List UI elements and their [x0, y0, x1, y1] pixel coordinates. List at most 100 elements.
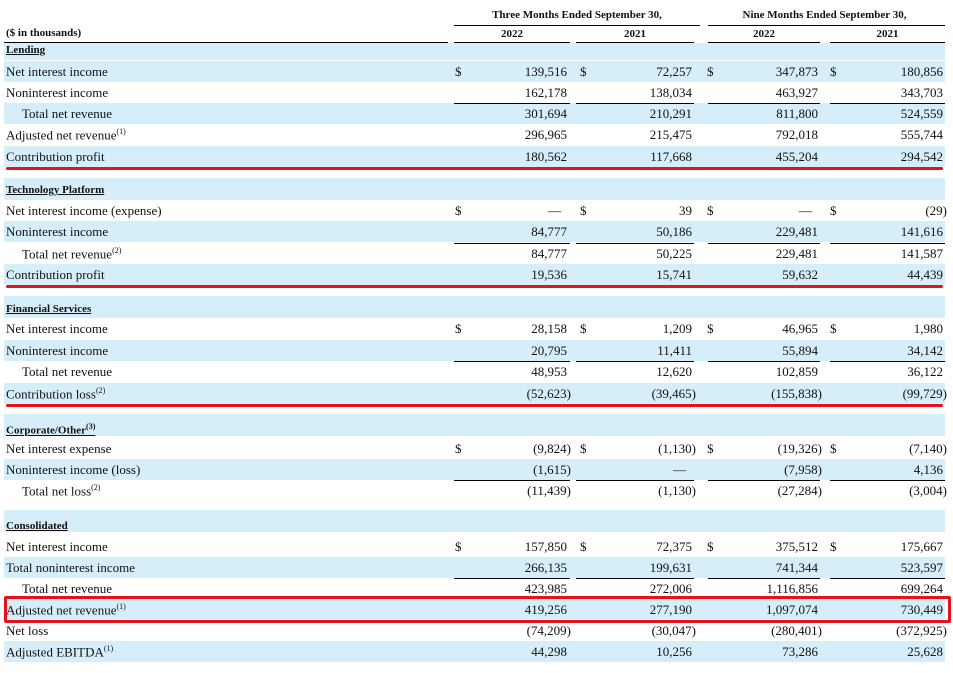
year-header-n-2021: 2021 — [876, 28, 899, 40]
row-label: Noninterest income (loss) — [6, 462, 141, 477]
section-lending: Lending — [6, 44, 46, 56]
subtotal-rule — [708, 243, 820, 244]
lending-band — [4, 43, 945, 60]
cell-value: 44,298 — [531, 644, 567, 659]
cell-value: 15,741 — [656, 267, 692, 282]
cell-value: 39 — [679, 203, 692, 218]
dollar-sign: $ — [707, 539, 714, 554]
table-row: Contribution profit 180,562 117,668 455,204… — [4, 146, 945, 167]
dollar-sign: $ — [707, 203, 714, 218]
cell-value: 1,116,856 — [766, 581, 818, 596]
table-row: Net interest income (expense) $ — $39 $ — $ (29… — [4, 200, 947, 221]
cell-value: 10,256 — [656, 644, 692, 659]
table-row: Net interest income $139,516 $72,257 $347,8… — [4, 61, 945, 82]
row-label: Net interest income — [6, 321, 108, 336]
dollar-sign: $ — [455, 539, 462, 554]
row-label: Adjusted net revenue(1) — [6, 602, 126, 618]
nine-months-header: Nine Months Ended September 30, — [742, 9, 907, 21]
cell-value: — — [673, 462, 686, 477]
cell-value: 50,225 — [656, 246, 692, 261]
dollar-sign: $ — [455, 321, 462, 336]
year-header-n-2022: 2022 — [753, 28, 775, 40]
header-rule-q2022 — [454, 42, 570, 43]
dollar-sign: $ — [580, 64, 587, 79]
cell-value: 180,856 — [900, 64, 943, 79]
header-rule-q2021 — [576, 42, 694, 43]
cell-value: 792,018 — [775, 127, 818, 142]
subtotal-rule — [576, 103, 694, 104]
subtotal-rule — [708, 578, 820, 579]
table-row: Total net revenue 301,694 210,291 811,800 52… — [4, 103, 945, 124]
cell-value: 72,257 — [656, 64, 692, 79]
cell-value: 210,291 — [649, 106, 692, 121]
cell-value: 523,597 — [900, 560, 943, 575]
cell-value: 157,850 — [524, 539, 567, 554]
highlight-adjusted-net-revenue — [4, 596, 951, 623]
cell-value: 117,668 — [650, 149, 692, 164]
cell-value: (11,439) — [527, 483, 571, 498]
cell-value: 11,411 — [657, 343, 692, 358]
cell-value: (30,047) — [651, 623, 696, 638]
row-label: Total net revenue — [22, 364, 113, 379]
cell-value: 272,006 — [649, 581, 692, 596]
dollar-sign: $ — [707, 321, 714, 336]
table-row: Net interest expense $ (9,824) $ (1,130) $ (19… — [4, 438, 947, 459]
dollar-sign: $ — [707, 441, 714, 456]
row-label: Contribution loss(2) — [6, 386, 106, 402]
row-label: Net loss — [6, 623, 49, 638]
row-label: Contribution profit — [6, 149, 105, 164]
cell-value: 730,449 — [900, 602, 943, 617]
dollar-sign: $ — [455, 64, 462, 79]
subtotal-rule — [708, 480, 820, 481]
table-row: Net loss (74,209) (30,047) (280,401) (372,92… — [4, 620, 947, 641]
cell-value: 266,135 — [524, 560, 567, 575]
dollar-sign: $ — [830, 321, 837, 336]
row-label: Contribution profit — [6, 267, 105, 282]
cell-value: (99,729) — [902, 386, 947, 401]
table-row: Contribution loss(2) (52,623) (39,465) (155… — [4, 383, 947, 404]
table-row: Contribution profit 19,536 15,741 59,632 44,… — [4, 264, 945, 285]
cell-value: 699,264 — [900, 581, 943, 596]
cell-value: 1,980 — [913, 321, 943, 336]
subtotal-rule — [454, 243, 570, 244]
header-rule-n2021 — [830, 42, 945, 43]
dollar-sign: $ — [830, 64, 837, 79]
footnote-marker: (2) — [91, 483, 101, 492]
subtotal-rule — [576, 243, 694, 244]
subtotal-rule — [576, 361, 694, 362]
subtotal-rule — [830, 578, 945, 579]
cell-value: (52,623) — [526, 386, 571, 401]
cell-value: (7,958) — [784, 462, 822, 477]
cell-value: 343,703 — [900, 85, 943, 100]
header-rule-label — [4, 42, 448, 43]
row-label: Adjusted EBITDA(1) — [6, 644, 114, 660]
footnote-marker: (1) — [103, 644, 114, 653]
subtotal-rule — [830, 361, 945, 362]
row-label: Net interest income — [6, 64, 108, 79]
financial-table: Three Months Ended September 30, Nine Mo… — [4, 0, 951, 673]
cell-value: 73,286 — [782, 644, 818, 659]
row-label: Net interest income (expense) — [6, 203, 162, 218]
row-label: Total net revenue(2) — [22, 246, 122, 262]
dollar-sign: $ — [830, 539, 837, 554]
dollar-sign: $ — [580, 539, 587, 554]
footnote-marker: (2) — [112, 246, 122, 255]
cell-value: — — [799, 203, 812, 218]
cell-value: 175,667 — [900, 539, 943, 554]
row-label: Total net revenue — [22, 106, 113, 121]
dollar-sign: $ — [455, 441, 462, 456]
footnote-marker: (2) — [95, 386, 106, 395]
cell-value: 741,344 — [775, 560, 818, 575]
cell-value: 1,209 — [662, 321, 692, 336]
cell-value: 19,536 — [531, 267, 567, 282]
table-row: Total noninterest income 266,135 199,631 74… — [4, 557, 945, 578]
dollar-sign: $ — [707, 64, 714, 79]
subtotal-rule — [454, 361, 570, 362]
cell-value: (3,004) — [909, 483, 947, 498]
cell-value: (19,326) — [777, 441, 822, 456]
table-row: Noninterest income (loss) (1,615) — (7,958)… — [4, 459, 945, 480]
cell-value: 12,620 — [656, 364, 692, 379]
cell-value: 215,475 — [649, 127, 692, 142]
row-label: Adjusted net revenue(1) — [6, 127, 126, 143]
cell-value: (74,209) — [526, 623, 571, 638]
